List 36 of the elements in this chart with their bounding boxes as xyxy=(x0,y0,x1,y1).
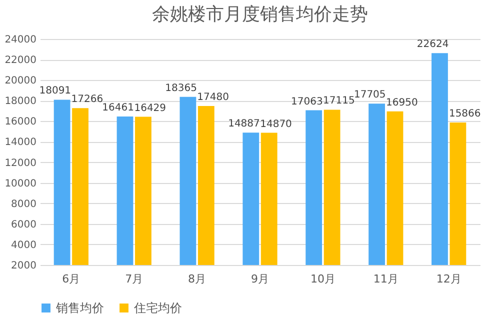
x-tick-label: 12月 xyxy=(436,272,462,286)
data-label: 16950 xyxy=(386,97,418,108)
data-label: 17705 xyxy=(354,90,386,101)
x-tick-label: 11月 xyxy=(373,272,398,286)
x-tick-label: 9月 xyxy=(251,272,269,286)
x-tick-label: 6月 xyxy=(62,272,80,286)
y-tick-label: 24000 xyxy=(4,34,36,46)
y-tick-label: 16000 xyxy=(4,116,36,128)
data-label: 18365 xyxy=(165,82,197,94)
data-label: 16429 xyxy=(134,102,166,114)
y-tick-label: 2000 xyxy=(11,260,36,272)
x-tick-label: 8月 xyxy=(188,272,206,286)
y-tick-label: 6000 xyxy=(11,219,36,230)
y-tick-label: 4000 xyxy=(11,240,36,251)
y-tick-label: 20000 xyxy=(4,76,36,87)
y-tick-label: 12000 xyxy=(4,158,36,169)
data-label: 17266 xyxy=(71,94,104,106)
data-label: 16461 xyxy=(102,102,134,114)
data-label: 17063 xyxy=(291,96,323,108)
legend-label: 销售均价 xyxy=(55,301,104,315)
y-tick-label: 14000 xyxy=(4,137,36,148)
data-label: 14870 xyxy=(260,118,292,130)
data-label: 15866 xyxy=(448,108,481,120)
data-label: 22624 xyxy=(416,39,449,50)
legend-label: 住宅均价 xyxy=(133,301,182,315)
chart-title: 余姚楼市月度销售均价走势 xyxy=(152,4,368,25)
data-label: 14887 xyxy=(228,118,260,130)
x-tick-label: 10月 xyxy=(310,272,336,286)
data-label: 17115 xyxy=(323,96,355,107)
y-tick-label: 22000 xyxy=(4,55,36,66)
data-label: 18091 xyxy=(39,86,72,97)
data-label: 17480 xyxy=(197,92,229,103)
y-tick-label: 10000 xyxy=(4,178,36,190)
y-tick-label: 18000 xyxy=(4,96,36,108)
x-tick-label: 7月 xyxy=(125,272,144,286)
y-tick-label: 8000 xyxy=(11,198,36,210)
